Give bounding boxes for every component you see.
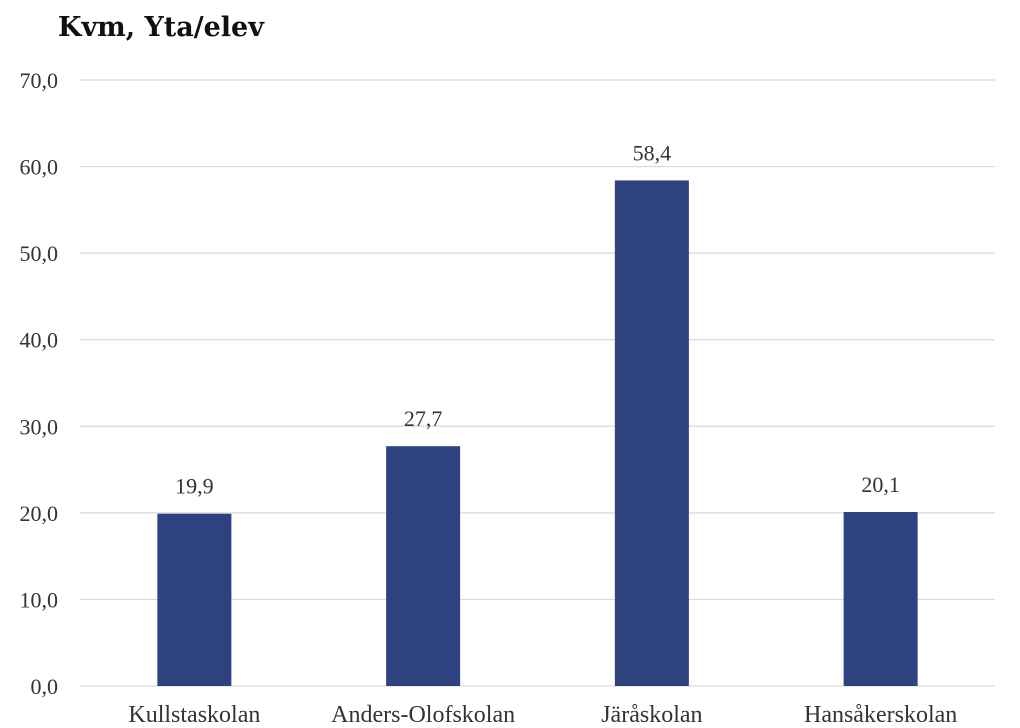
bar	[157, 513, 232, 686]
y-tick-label: 20,0	[20, 501, 59, 526]
x-category-label: Hansåkerskolan	[804, 702, 957, 728]
x-category-label: Kullstaskolan	[128, 702, 260, 728]
y-tick-label: 0,0	[31, 674, 59, 699]
chart-title: Kvm, Yta/elev	[58, 12, 265, 43]
data-label: 20,1	[861, 472, 900, 497]
data-label: 58,4	[633, 140, 672, 165]
data-label: 27,7	[404, 406, 443, 431]
y-tick-label: 60,0	[20, 155, 59, 180]
bars	[157, 180, 918, 686]
x-category-label: Järåskolan	[601, 702, 702, 728]
y-tick-label: 10,0	[20, 587, 59, 612]
bar	[614, 180, 689, 686]
bar	[386, 446, 461, 686]
data-labels: 19,9 27,7 58,4 20,1	[175, 140, 900, 498]
y-tick-label: 70,0	[20, 68, 59, 93]
x-category-label: Anders-Olofskolan	[331, 702, 515, 728]
y-axis-ticks: 0,0 10,0 20,0 30,0 40,0 50,0 60,0 70,0	[20, 68, 59, 699]
y-tick-label: 40,0	[20, 328, 59, 353]
gridlines	[80, 79, 995, 687]
y-tick-label: 50,0	[20, 241, 59, 266]
y-tick-label: 30,0	[20, 414, 59, 439]
data-label: 19,9	[175, 474, 214, 499]
x-axis-categories: Kullstaskolan Anders-Olofskolan Järåskolan…	[128, 702, 957, 728]
bar	[843, 511, 918, 686]
